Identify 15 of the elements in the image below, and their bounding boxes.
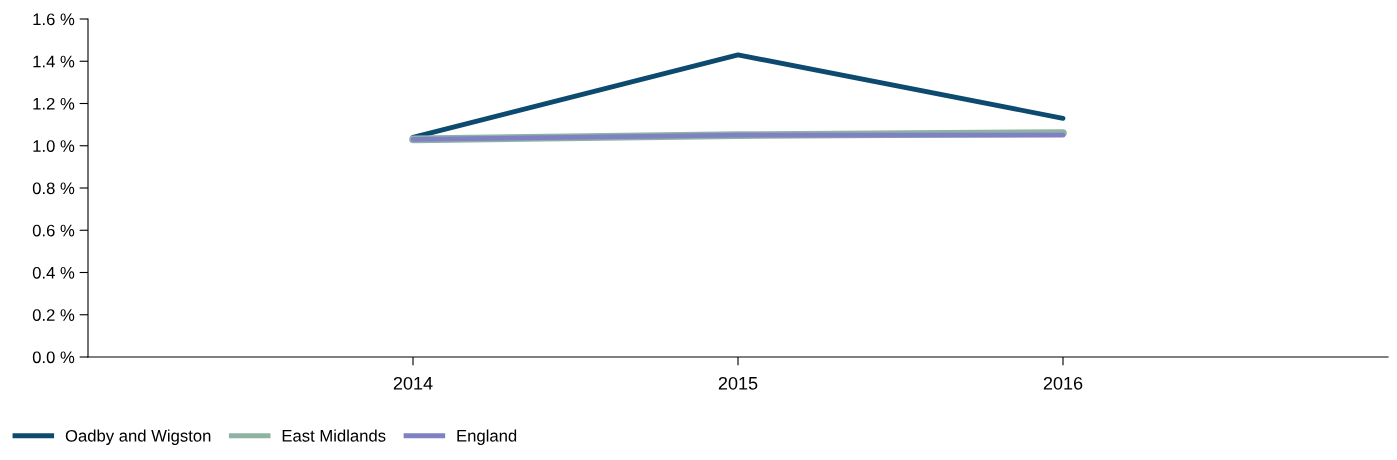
legend-label: East Midlands: [282, 429, 386, 442]
y-tick-label: 0.4 %: [32, 266, 75, 279]
y-tick-label: 1.4 %: [33, 55, 75, 68]
legend-label: Oadby and Wigston: [65, 429, 211, 445]
legend-label: England: [457, 429, 517, 445]
x-tick-label: 2014: [393, 376, 433, 390]
y-tick-label: 1.6 %: [33, 13, 75, 26]
y-tick-label: 0.2 %: [32, 309, 75, 321]
y-tick-label: 0.6 %: [32, 224, 75, 237]
y-tick-label: 1.2 %: [33, 97, 75, 110]
x-tick-label: 2015: [718, 376, 758, 390]
y-tick-label: 0.0 %: [32, 351, 75, 364]
y-tick-label: 0.8 %: [32, 182, 75, 195]
y-tick-label: 1.0 %: [33, 140, 75, 152]
x-tick-label: 2016: [1043, 376, 1083, 390]
